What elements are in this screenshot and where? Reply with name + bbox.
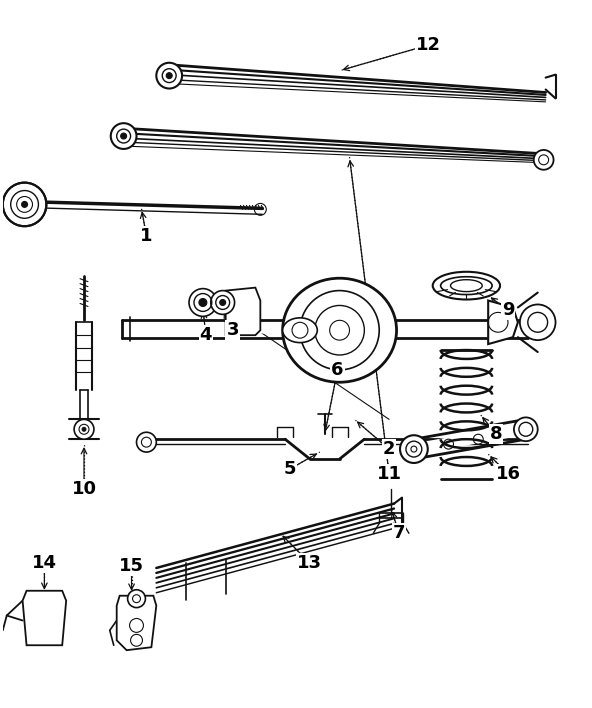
Text: 8: 8 — [490, 426, 503, 443]
Text: 13: 13 — [297, 554, 323, 572]
Circle shape — [211, 290, 234, 314]
Circle shape — [220, 299, 226, 305]
Text: 6: 6 — [332, 361, 344, 379]
Circle shape — [137, 433, 156, 452]
Text: 1: 1 — [140, 227, 153, 245]
Circle shape — [400, 435, 428, 463]
Text: 4: 4 — [200, 326, 212, 344]
Circle shape — [166, 73, 172, 79]
Text: 11: 11 — [377, 465, 401, 483]
Text: 7: 7 — [392, 525, 406, 542]
Text: 16: 16 — [496, 465, 520, 483]
Circle shape — [411, 446, 417, 452]
Circle shape — [128, 590, 146, 607]
Text: 12: 12 — [416, 36, 441, 54]
Text: 5: 5 — [284, 460, 297, 478]
Ellipse shape — [282, 318, 317, 343]
Circle shape — [21, 202, 28, 207]
Polygon shape — [117, 595, 156, 650]
Circle shape — [74, 419, 94, 439]
Circle shape — [199, 299, 207, 307]
Circle shape — [82, 428, 86, 431]
Text: 14: 14 — [32, 554, 57, 572]
Circle shape — [514, 418, 538, 441]
Polygon shape — [22, 590, 66, 645]
Circle shape — [534, 150, 554, 170]
Circle shape — [189, 289, 217, 316]
Polygon shape — [226, 287, 260, 335]
Text: 2: 2 — [383, 440, 395, 458]
Text: 9: 9 — [502, 302, 514, 319]
Circle shape — [121, 133, 127, 139]
Polygon shape — [488, 300, 518, 344]
Text: 15: 15 — [119, 557, 144, 575]
Text: 3: 3 — [226, 321, 239, 339]
Circle shape — [520, 304, 555, 340]
Ellipse shape — [282, 278, 397, 382]
Text: 10: 10 — [72, 480, 96, 498]
Circle shape — [111, 123, 137, 149]
Circle shape — [3, 183, 46, 227]
Circle shape — [156, 63, 182, 88]
